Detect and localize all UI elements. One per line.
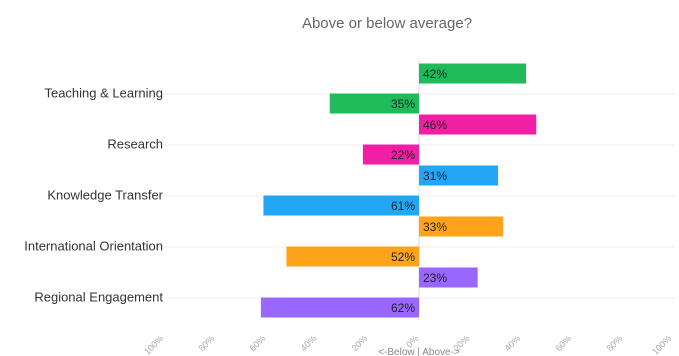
bar-above	[419, 165, 499, 186]
x-tick-label: 40%	[299, 333, 319, 353]
data-label-above: 42%	[423, 67, 447, 81]
data-label-below: 35%	[391, 97, 415, 111]
bars	[260, 63, 537, 318]
bar-above	[419, 63, 527, 84]
data-label-above: 46%	[423, 118, 447, 132]
bar-above	[419, 267, 478, 288]
data-label-above: 33%	[423, 220, 447, 234]
bar-above	[419, 114, 537, 135]
data-label-below: 22%	[391, 148, 415, 162]
category-label: Teaching & Learning	[44, 86, 163, 101]
data-label-below: 62%	[391, 301, 415, 315]
data-label-below: 52%	[391, 250, 415, 264]
bar-below	[362, 144, 419, 165]
bar-below	[260, 297, 419, 318]
x-tick-label: 60%	[554, 333, 574, 353]
bar-below	[263, 195, 419, 216]
bar-above	[419, 216, 504, 237]
category-label: Research	[107, 137, 163, 152]
category-labels: Teaching & Learning Research Knowledge Tra…	[24, 86, 163, 305]
bar-below	[329, 93, 419, 114]
x-tick-label: 100%	[650, 333, 673, 356]
x-tick-label: 60%	[248, 333, 268, 353]
bar-below	[286, 246, 419, 267]
data-label-below: 61%	[391, 199, 415, 213]
x-tick-label: 80%	[197, 333, 217, 353]
category-label: Knowledge Transfer	[47, 188, 163, 203]
data-label-above: 31%	[423, 169, 447, 183]
x-axis-label: <-Below | Above->	[378, 347, 460, 356]
category-label: Regional Engagement	[34, 290, 163, 305]
x-tick-label: 80%	[605, 333, 625, 353]
x-tick-label: 100%	[142, 333, 165, 356]
x-tick-label: 20%	[350, 333, 370, 353]
data-label-above: 23%	[423, 271, 447, 285]
bar-labels: 42% 35% 46% 22% 31% 61% 33% 52% 23% 62%	[391, 67, 447, 315]
category-label: International Orientation	[24, 239, 163, 254]
x-tick-label: 40%	[503, 333, 523, 353]
chart-title: Above or below average?	[302, 15, 472, 32]
